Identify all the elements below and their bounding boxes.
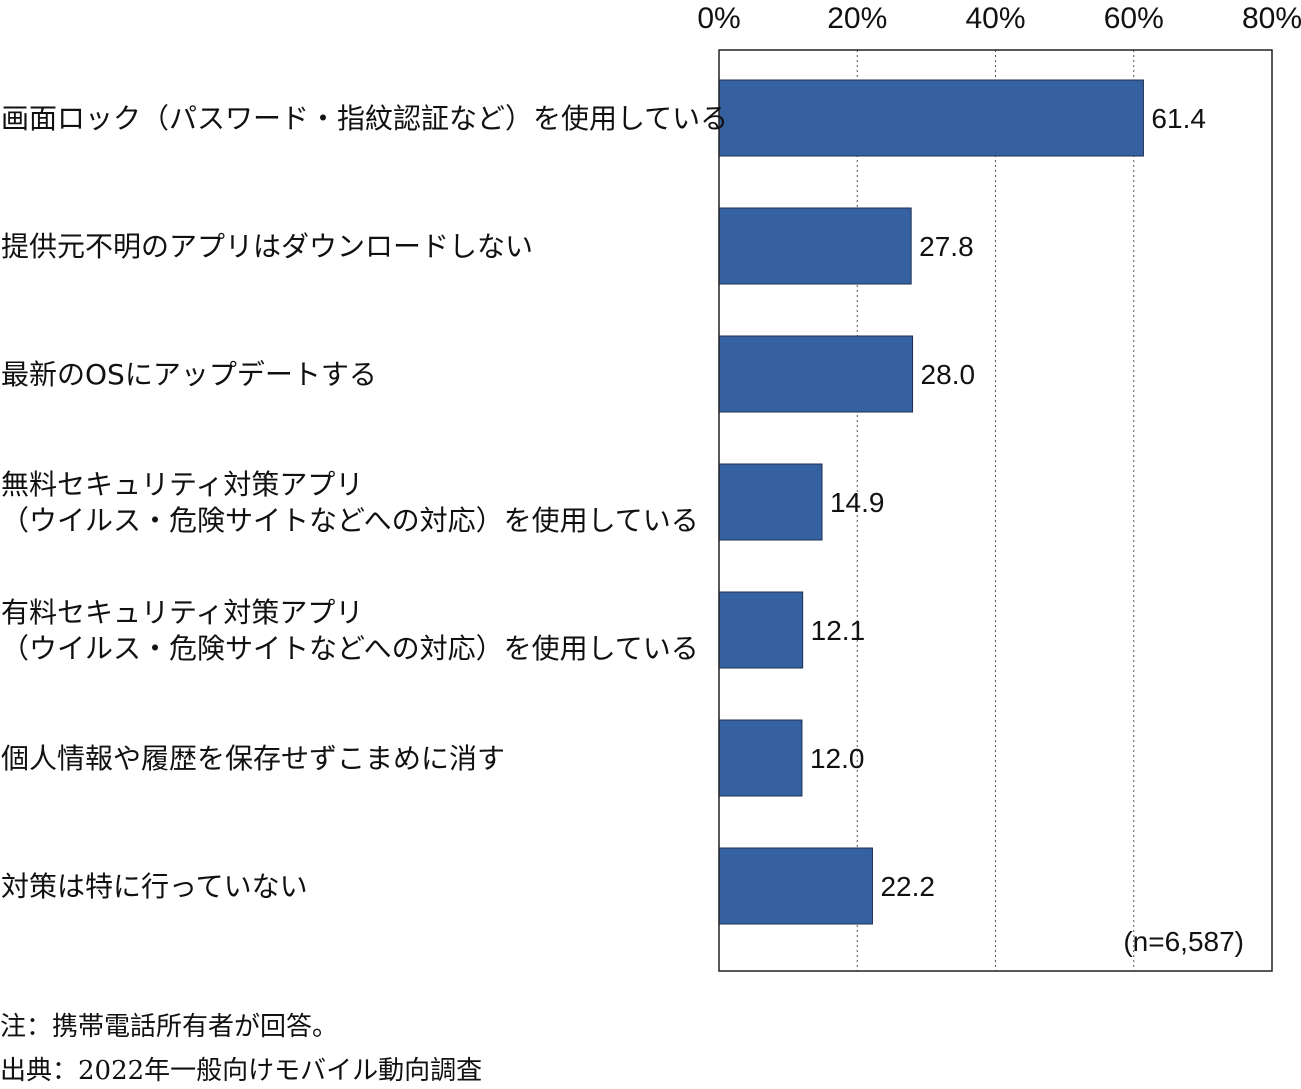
x-axis-ticks: 0% 20% 40% 60% 80%	[697, 2, 1301, 35]
value-label: 28.0	[921, 359, 976, 390]
bar	[718, 335, 914, 413]
category-labels: 画面ロック（パスワード・指紋認証など）を使用している提供元不明のアプリはダウンロ…	[1, 102, 728, 903]
bar	[718, 847, 873, 925]
category-label: 有料セキュリティ対策アプリ	[1, 596, 363, 629]
bar	[718, 463, 823, 541]
bar	[718, 207, 912, 285]
category-label: 画面ロック（パスワード・指紋認証など）を使用している	[1, 102, 728, 135]
category-label: 対策は特に行っていない	[1, 870, 308, 903]
x-tick-label: 80%	[1242, 2, 1301, 35]
x-tick-label: 0%	[697, 2, 740, 35]
x-tick-label: 40%	[965, 2, 1025, 35]
sample-size-label: (n=6,587)	[1123, 926, 1244, 957]
category-label: 個人情報や履歴を保存せずこまめに消す	[1, 742, 505, 775]
category-label: （ウイルス・危険サイトなどへの対応）を使用している	[1, 632, 699, 665]
grid-lines	[856, 50, 1135, 971]
bar	[718, 79, 1144, 157]
value-label: 61.4	[1151, 103, 1206, 134]
value-label: 27.8	[919, 231, 974, 262]
note-text: 注：携帯電話所有者が回答。	[0, 1012, 339, 1042]
bar	[718, 719, 803, 797]
category-label: 無料セキュリティ対策アプリ	[1, 468, 363, 501]
bars	[718, 79, 1144, 925]
bar	[718, 591, 804, 669]
category-label: 提供元不明のアプリはダウンロードしない	[1, 230, 533, 263]
source-text: 出典：2022年一般向けモバイル動向調査	[0, 1056, 483, 1086]
category-label: 最新のOSにアップデートする	[1, 358, 377, 391]
x-tick-label: 60%	[1104, 2, 1164, 35]
value-label: 12.1	[811, 615, 866, 646]
value-label: 22.2	[880, 871, 935, 902]
value-label: 14.9	[830, 487, 885, 518]
value-labels: 61.4 27.8 28.0 14.9 12.1 12.0 22.2	[810, 103, 1206, 902]
value-label: 12.0	[810, 743, 865, 774]
plot-frame	[718, 49, 1273, 972]
category-label: （ウイルス・危険サイトなどへの対応）を使用している	[1, 504, 699, 537]
x-tick-label: 20%	[827, 2, 887, 35]
